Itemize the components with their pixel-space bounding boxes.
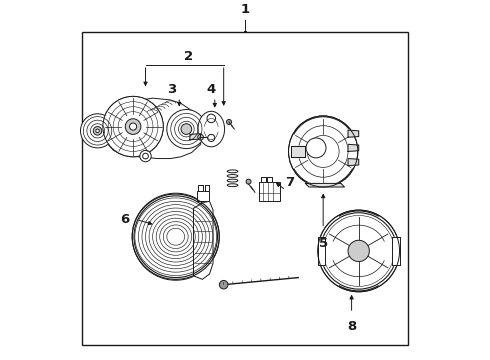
Text: 3: 3 <box>168 84 177 96</box>
Circle shape <box>124 118 142 135</box>
Text: 8: 8 <box>347 320 356 333</box>
Circle shape <box>220 280 228 289</box>
Polygon shape <box>198 185 203 190</box>
Text: 6: 6 <box>120 213 129 226</box>
Polygon shape <box>392 237 399 265</box>
Ellipse shape <box>198 111 224 147</box>
Circle shape <box>96 129 99 132</box>
Circle shape <box>129 122 137 131</box>
Circle shape <box>167 109 206 149</box>
Ellipse shape <box>227 175 238 177</box>
Ellipse shape <box>289 116 358 187</box>
Circle shape <box>348 240 369 262</box>
Polygon shape <box>348 144 359 152</box>
Text: 5: 5 <box>318 237 328 250</box>
Polygon shape <box>348 130 359 137</box>
Circle shape <box>140 150 151 162</box>
Polygon shape <box>348 158 359 166</box>
Circle shape <box>181 124 192 134</box>
Circle shape <box>208 134 215 141</box>
Polygon shape <box>194 201 213 279</box>
Circle shape <box>80 114 115 148</box>
Text: 1: 1 <box>241 4 249 17</box>
Circle shape <box>306 138 326 158</box>
Circle shape <box>103 96 163 157</box>
Polygon shape <box>261 177 266 182</box>
Text: 2: 2 <box>184 50 193 63</box>
Circle shape <box>93 127 102 135</box>
Circle shape <box>246 179 251 184</box>
Ellipse shape <box>227 184 238 186</box>
Circle shape <box>318 210 399 292</box>
Bar <box>259 182 280 201</box>
Text: 4: 4 <box>207 84 216 96</box>
Polygon shape <box>197 190 209 201</box>
Polygon shape <box>291 146 305 157</box>
Circle shape <box>143 153 148 159</box>
Polygon shape <box>190 134 200 140</box>
Polygon shape <box>305 184 344 187</box>
Polygon shape <box>268 177 271 182</box>
Circle shape <box>103 96 163 157</box>
Polygon shape <box>105 98 200 158</box>
Polygon shape <box>318 237 325 265</box>
Ellipse shape <box>227 179 238 182</box>
Polygon shape <box>205 185 209 190</box>
Ellipse shape <box>132 193 219 280</box>
Circle shape <box>125 119 141 134</box>
Circle shape <box>198 134 203 140</box>
Ellipse shape <box>227 170 238 173</box>
Circle shape <box>129 123 137 130</box>
Circle shape <box>226 120 231 125</box>
Bar <box>81 32 409 345</box>
Text: 7: 7 <box>285 176 294 189</box>
Circle shape <box>207 114 216 123</box>
